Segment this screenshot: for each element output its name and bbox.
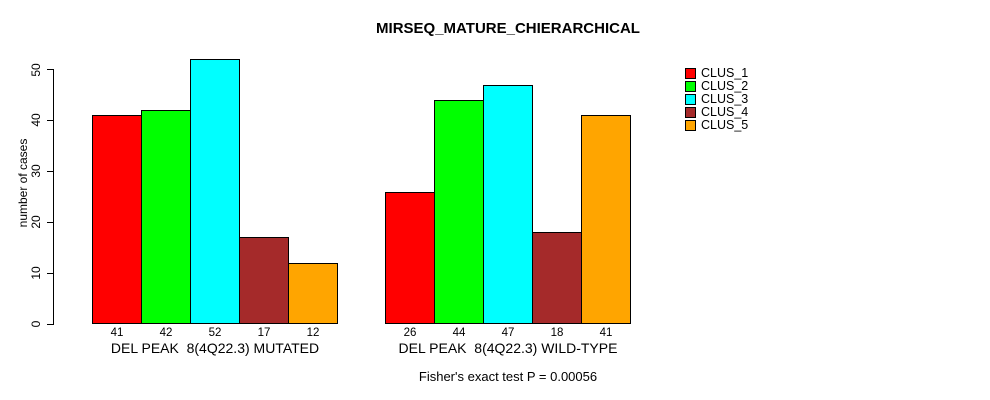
bar-clus_3-group2 [483,84,533,324]
bar-clus_3-group1 [190,59,240,324]
bar-value-label: 47 [501,327,515,339]
y-axis-tick-label: 10 [29,266,43,280]
y-axis-tick-label: 20 [29,215,43,229]
bar-value-label: 17 [257,327,271,339]
legend-swatch-clus_4 [685,107,696,118]
bar-value-label: 42 [159,327,173,339]
bar-value-label: 41 [110,327,124,339]
bar-clus_1-group2 [385,191,435,324]
bar-clus_4-group2 [532,232,582,324]
bar-value-label: 12 [306,327,320,339]
bar-value-label: 44 [452,327,466,339]
y-axis-tick-label: 50 [29,62,43,77]
y-axis-tick-label: 0 [29,320,43,328]
bar-clus_2-group2 [434,100,484,324]
bar-value-label: 18 [550,327,564,339]
legend-label-clus_1: CLUS_1 [701,66,749,80]
legend-swatch-clus_5 [685,120,696,131]
y-axis-tick-label: 40 [29,113,43,128]
y-axis-line [53,69,54,324]
bar-clus_5-group2 [581,115,631,324]
y-axis-tick [47,69,54,70]
y-axis-label: number of cases [16,138,30,228]
bar-value-label: 41 [599,327,613,339]
bar-clus_2-group1 [141,110,191,324]
y-axis-tick [47,119,54,121]
y-axis-tick [47,170,54,172]
bar-clus_5-group1 [288,262,338,324]
legend-label-clus_2: CLUS_2 [701,79,749,93]
bar-clus_1-group1 [92,115,142,324]
legend-label-clus_5: CLUS_5 [701,118,749,132]
legend-swatch-clus_2 [685,81,696,92]
legend-label-clus_4: CLUS_4 [701,105,749,119]
bar-value-label: 26 [403,327,417,339]
y-axis-tick [47,272,54,274]
group-label: DEL PEAK 8(4Q22.3) MUTATED [110,340,320,356]
bar-value-label: 52 [208,327,222,339]
bar-clus_4-group1 [239,237,289,324]
chart-title: MIRSEQ_MATURE_CHIERARCHICAL [376,20,640,37]
legend-label-clus_3: CLUS_3 [701,92,749,106]
y-axis-tick [47,323,54,325]
y-axis-tick-label: 30 [29,164,43,178]
annotation-text: Fisher's exact test P = 0.00056 [418,369,598,384]
legend-swatch-clus_1 [685,68,696,79]
legend-swatch-clus_3 [685,94,696,105]
y-axis-tick [47,221,54,223]
group-label: DEL PEAK 8(4Q22.3) WILD-TYPE [398,340,618,356]
